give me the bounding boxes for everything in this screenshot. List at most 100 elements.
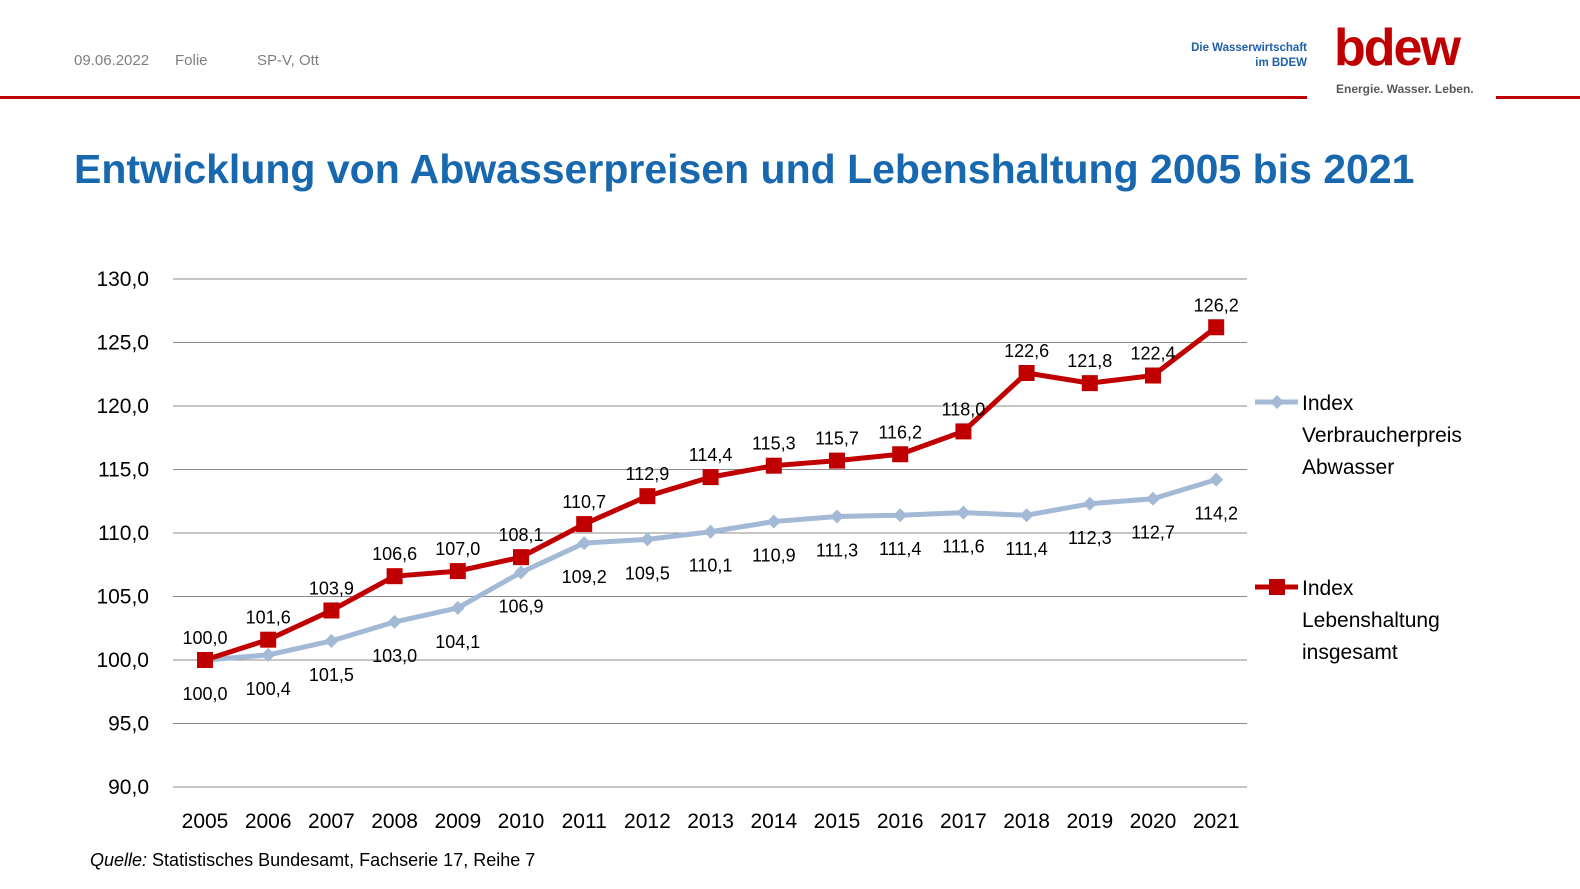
legend-entry-abwasser-label: Index	[1302, 392, 1354, 415]
data-label-abwasser: 109,2	[562, 567, 607, 587]
x-tick-label: 2021	[1193, 810, 1240, 833]
data-label-abwasser: 101,5	[309, 665, 354, 685]
series-line-lebenshaltung	[204, 325, 1218, 663]
data-label-abwasser: 110,9	[752, 546, 796, 566]
point-abwasser	[1146, 491, 1160, 506]
point-lebenshaltung	[386, 568, 403, 585]
y-tick-label: 110,0	[98, 522, 149, 545]
y-tick-label: 120,0	[96, 395, 149, 418]
point-abwasser	[261, 647, 276, 662]
point-lebenshaltung	[513, 549, 529, 566]
point-abwasser	[1209, 472, 1224, 487]
header-folie: Folie	[175, 52, 208, 69]
x-tick-label: 2018	[1003, 810, 1050, 833]
x-tick-label: 2020	[1130, 810, 1177, 833]
legend-entry-abwasser-marker	[1270, 395, 1284, 409]
x-tick-label: 2009	[434, 810, 481, 833]
data-label-abwasser: 112,7	[1131, 523, 1175, 543]
header-rule-left	[0, 96, 1307, 99]
point-lebenshaltung	[449, 563, 466, 580]
data-labels: 100,0 101,6 103,9 106,6 107,0 108,1 110,7 112,9…	[182, 295, 1238, 704]
source-label: Quelle:	[90, 850, 148, 870]
header-date: 09.06.2022	[74, 52, 150, 69]
source-text: Statistisches Bundesamt, Fachserie 17, R…	[147, 850, 536, 870]
x-tick-label: 2005	[182, 810, 229, 833]
x-tick-label: 2014	[750, 810, 797, 833]
point-abwasser	[514, 565, 528, 580]
y-tick-label: 95,0	[108, 713, 149, 736]
logo-slogan: Energie. Wasser. Leben.	[1336, 82, 1474, 96]
y-tick-label: 105,0	[96, 586, 149, 609]
y-tick-label: 90,0	[108, 776, 149, 799]
y-tick-label: 125,0	[96, 332, 149, 355]
data-label-abwasser: 100,4	[246, 679, 291, 699]
source-note: Quelle: Statistisches Bundesamt, Fachser…	[90, 850, 535, 871]
legend-entry-abwasser-label: Verbraucherpreis	[1302, 424, 1462, 447]
y-tick-label: 115,0	[98, 459, 149, 482]
logo-tagline: Die Wasserwirtschaft im BDEW	[1140, 41, 1307, 71]
legend-entry-abwasser-label: Abwasser	[1302, 456, 1394, 479]
bdew-logo: bdew	[1334, 19, 1461, 77]
data-label-lebenshaltung: 122,4	[1130, 344, 1175, 364]
data-label-lebenshaltung: 107,0	[435, 539, 480, 559]
data-label-lebenshaltung: 115,3	[752, 434, 796, 454]
series-group	[197, 319, 1225, 668]
data-label-abwasser: 100,0	[182, 684, 227, 704]
point-lebenshaltung	[323, 602, 340, 619]
data-label-lebenshaltung: 118,0	[942, 399, 986, 419]
data-label-lebenshaltung: 116,2	[878, 422, 922, 442]
point-lebenshaltung	[639, 488, 656, 505]
data-label-abwasser: 114,2	[1194, 504, 1238, 524]
data-label-abwasser: 104,1	[435, 632, 480, 652]
point-lebenshaltung	[260, 631, 277, 648]
data-label-lebenshaltung: 101,6	[246, 608, 291, 628]
x-axis-ticks: 2005 2006 2007 2008 2009 2010 2011 2012 2013 2014…	[182, 810, 1240, 833]
y-tick-label: 100,0	[96, 649, 149, 672]
point-lebenshaltung	[197, 652, 213, 668]
x-tick-label: 2011	[562, 810, 607, 833]
point-lebenshaltung	[1018, 364, 1035, 381]
y-axis-ticks: 90,0 95,0 100,0 105,0 110,0 115,0 120,0 125,0 13…	[96, 268, 149, 799]
data-label-lebenshaltung: 121,8	[1067, 351, 1112, 371]
point-lebenshaltung	[702, 469, 719, 486]
data-label-lebenshaltung: 103,9	[309, 578, 354, 598]
data-label-abwasser: 110,1	[689, 556, 733, 576]
legend-entry-lebenshaltung-label: Index	[1302, 577, 1354, 600]
x-tick-label: 2019	[1066, 810, 1113, 833]
data-label-abwasser: 111,3	[816, 540, 858, 560]
data-label-lebenshaltung: 114,4	[689, 445, 733, 465]
point-lebenshaltung	[1081, 375, 1098, 392]
point-abwasser	[1019, 508, 1034, 523]
point-lebenshaltung	[1145, 367, 1161, 384]
point-abwasser	[640, 532, 655, 547]
data-label-lebenshaltung: 110,7	[562, 492, 606, 512]
data-label-lebenshaltung: 115,7	[815, 429, 859, 449]
data-label-lebenshaltung: 100,0	[182, 628, 227, 648]
point-lebenshaltung	[955, 423, 972, 440]
x-tick-label: 2007	[308, 810, 355, 833]
logo-tagline-line-2: im BDEW	[1255, 57, 1307, 69]
data-label-lebenshaltung: 122,6	[1004, 341, 1049, 361]
point-lebenshaltung	[576, 516, 593, 533]
x-tick-label: 2012	[624, 810, 671, 833]
legend-entry-lebenshaltung-label: insgesamt	[1302, 641, 1398, 664]
point-abwasser	[387, 614, 402, 629]
point-abwasser	[324, 633, 339, 648]
point-lebenshaltung	[765, 457, 782, 474]
point-abwasser	[893, 508, 908, 523]
legend: Index Verbraucherpreis Abwasser Index Lebens…	[1255, 392, 1462, 664]
x-tick-label: 2015	[814, 810, 861, 833]
legend-entry-lebenshaltung-marker	[1269, 579, 1285, 595]
y-tick-label: 130,0	[96, 268, 149, 291]
data-label-lebenshaltung: 112,9	[626, 464, 670, 484]
point-abwasser	[956, 505, 971, 520]
point-abwasser	[450, 600, 465, 615]
point-lebenshaltung	[892, 446, 909, 463]
data-label-abwasser: 111,6	[942, 537, 984, 557]
x-tick-label: 2006	[245, 810, 292, 833]
data-label-abwasser: 111,4	[1005, 539, 1047, 559]
data-label-abwasser: 106,9	[498, 596, 543, 616]
point-lebenshaltung	[1208, 319, 1225, 336]
x-tick-label: 2013	[687, 810, 734, 833]
